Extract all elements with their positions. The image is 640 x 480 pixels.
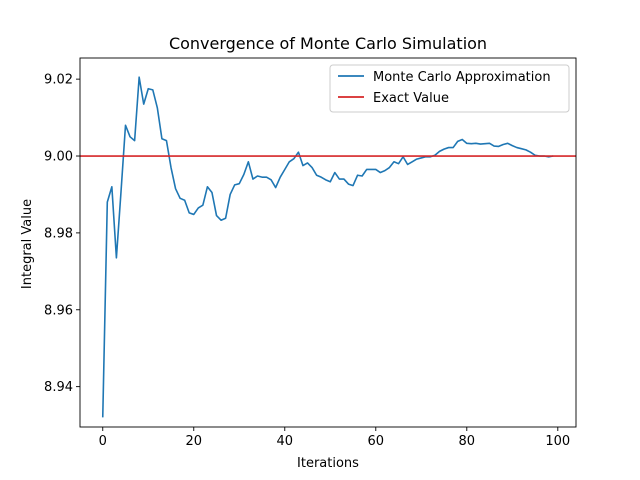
y-tick-label: 8.94	[44, 380, 73, 395]
y-tick-label: 8.98	[44, 226, 73, 241]
y-tick-label: 9.00	[44, 150, 73, 165]
y-axis-label: Integral Value	[20, 199, 35, 289]
x-tick-label: 60	[368, 434, 385, 449]
x-tick-label: 100	[545, 434, 570, 449]
x-axis-label: Iterations	[297, 456, 359, 471]
x-tick-label: 40	[276, 434, 293, 449]
series-monte-carlo-line	[101, 76, 554, 418]
x-tick-label: 20	[185, 434, 202, 449]
x-tick-label: 0	[99, 434, 107, 449]
plot-area: 0 20 40 60 80 100 8.94 8.96 8.98 9.00 9.02 Monte Ca…	[44, 57, 577, 449]
y-tick-label: 9.02	[44, 73, 73, 88]
plot-frame	[79, 57, 577, 428]
chart-title: Convergence of Monte Carlo Simulation	[169, 34, 487, 53]
y-tick-label: 8.96	[44, 303, 73, 318]
legend-label: Monte Carlo Approximation	[373, 70, 551, 85]
legend-label: Exact Value	[373, 91, 449, 106]
legend-box	[329, 64, 570, 113]
x-tick-label: 80	[459, 434, 476, 449]
